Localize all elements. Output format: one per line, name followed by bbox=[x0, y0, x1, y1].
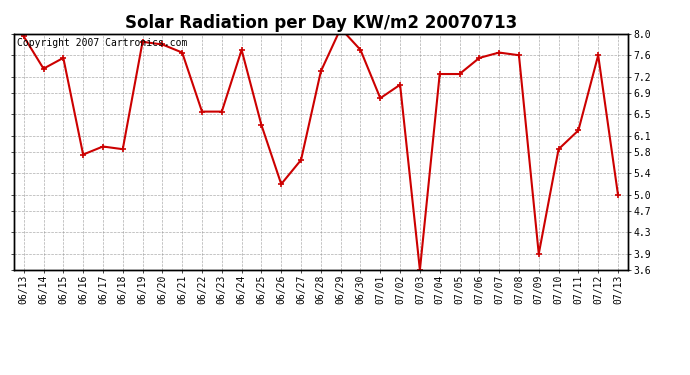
Text: Copyright 2007 Cartronics.com: Copyright 2007 Cartronics.com bbox=[17, 39, 187, 48]
Title: Solar Radiation per Day KW/m2 20070713: Solar Radiation per Day KW/m2 20070713 bbox=[125, 14, 517, 32]
